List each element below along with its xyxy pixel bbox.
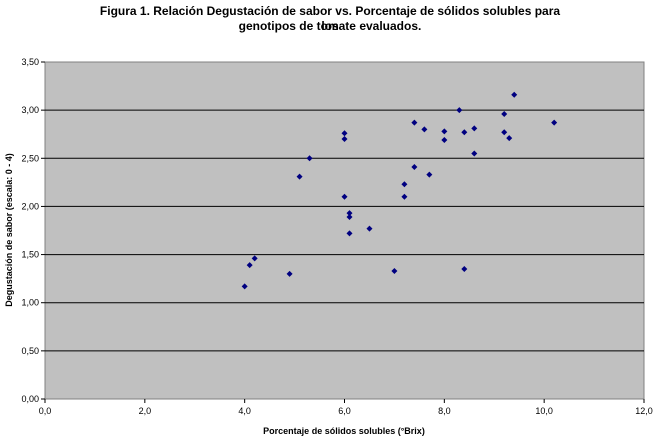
data-point xyxy=(506,135,513,142)
x-tick-label: 12,0 xyxy=(635,406,653,416)
data-point xyxy=(441,136,448,143)
gridlines xyxy=(45,109,644,352)
data-point xyxy=(471,150,478,157)
data-point xyxy=(411,163,418,170)
x-axis-title: Porcentaje de sólidos solubles (°Brix) xyxy=(263,426,425,436)
x-axis-ticks: 0,0 2,0 4,0 6,0 8,0 10,0 12,0 xyxy=(39,399,653,416)
y-tick-label: 0,50 xyxy=(21,346,39,356)
y-tick-label: 2,00 xyxy=(21,201,39,211)
data-point xyxy=(341,130,348,137)
data-point xyxy=(246,262,253,269)
data-point xyxy=(461,129,468,136)
data-point xyxy=(341,193,348,200)
data-point xyxy=(471,125,478,132)
y-tick-label: 1,50 xyxy=(21,250,39,260)
x-tick-label: 2,0 xyxy=(139,406,152,416)
data-point xyxy=(391,267,398,274)
data-point xyxy=(401,193,408,200)
x-tick-label: 10,0 xyxy=(535,406,553,416)
data-point xyxy=(251,255,258,262)
chart-title-line-2: genotipos de tomate evaluados. xyxy=(238,19,422,33)
x-tick-label: 4,0 xyxy=(238,406,251,416)
y-axis-title: Degustación de sabor (escala: 0 - 4) xyxy=(4,153,14,307)
y-tick-label: 0,00 xyxy=(21,394,39,404)
y-tick-label: 3,50 xyxy=(21,57,39,67)
data-point xyxy=(306,155,313,162)
y-tick-label: 3,00 xyxy=(21,105,39,115)
data-point xyxy=(366,225,373,232)
data-point xyxy=(456,107,463,114)
plot-area xyxy=(44,61,645,400)
data-point xyxy=(346,230,353,237)
y-tick-label: 2,50 xyxy=(21,153,39,163)
data-point xyxy=(551,119,558,126)
x-tick-label: 0,0 xyxy=(39,406,52,416)
data-point xyxy=(501,129,508,136)
data-point xyxy=(441,128,448,135)
data-point xyxy=(296,173,303,180)
x-tick-label: 8,0 xyxy=(438,406,451,416)
y-axis-ticks: 0,00 0,50 1,00 1,50 2,00 2,50 3,00 3,50 xyxy=(21,57,45,404)
data-point xyxy=(501,110,508,117)
data-point xyxy=(346,210,353,217)
data-point xyxy=(511,91,518,98)
data-point xyxy=(461,266,468,273)
data-point xyxy=(346,214,353,221)
data-point xyxy=(421,126,428,133)
data-point xyxy=(241,283,248,290)
y-tick-label: 1,00 xyxy=(21,298,39,308)
chart-title-line-1: Figura 1. Relación Degustación de sabor … xyxy=(99,4,561,33)
data-point xyxy=(426,171,433,178)
data-point xyxy=(341,136,348,143)
x-tick-label: 6,0 xyxy=(338,406,351,416)
data-points xyxy=(241,91,558,290)
data-point xyxy=(411,119,418,126)
data-point xyxy=(401,181,408,188)
data-point xyxy=(286,270,293,277)
